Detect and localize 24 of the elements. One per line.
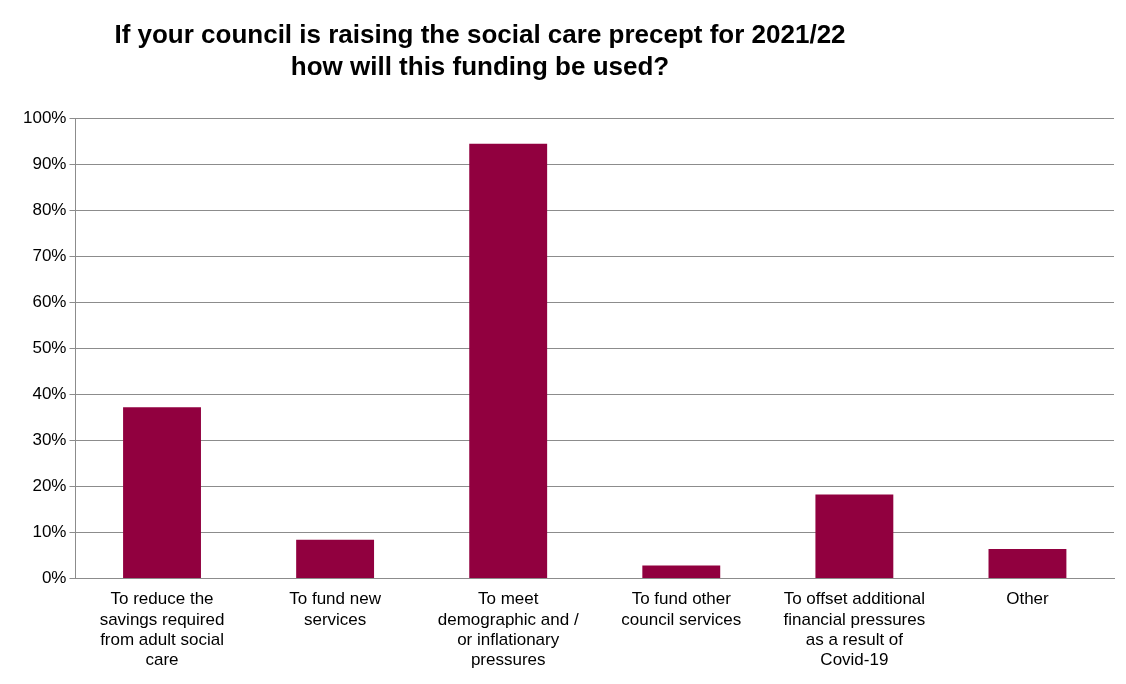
x-tick-label: Other <box>1006 589 1050 609</box>
x-tick-label: To meet demographic and / or inflationary pressures <box>437 589 579 670</box>
y-tick-label: 70% <box>32 245 67 265</box>
y-tick-label: 0% <box>41 568 67 588</box>
y-tick-label: 60% <box>32 291 67 311</box>
bar <box>815 494 894 578</box>
x-tick-label: To reduce the savings required from adult social care <box>99 589 225 670</box>
y-tick-label: 10% <box>32 522 67 542</box>
bar <box>123 407 201 578</box>
bar <box>988 548 1067 578</box>
x-tick-label: To fund new services <box>289 589 382 629</box>
y-tick-label: 50% <box>32 337 67 357</box>
y-tick-label: 20% <box>32 476 67 496</box>
x-tick-label: To offset additional financial pressures as a result of Covid-19 <box>783 589 926 670</box>
y-tick-label: 80% <box>32 199 67 219</box>
bar <box>469 143 548 578</box>
y-tick-label: 30% <box>32 429 67 449</box>
y-tick-label: 90% <box>32 153 67 173</box>
x-tick-label: To fund other council services <box>621 589 742 629</box>
bar <box>296 539 375 578</box>
chart-title: If your council is raising the social care precept for 2021/22 how will this funding be used? <box>113 18 847 82</box>
bar <box>642 565 721 578</box>
y-tick-label: 40% <box>32 383 67 403</box>
y-tick-label: 100% <box>23 107 67 127</box>
